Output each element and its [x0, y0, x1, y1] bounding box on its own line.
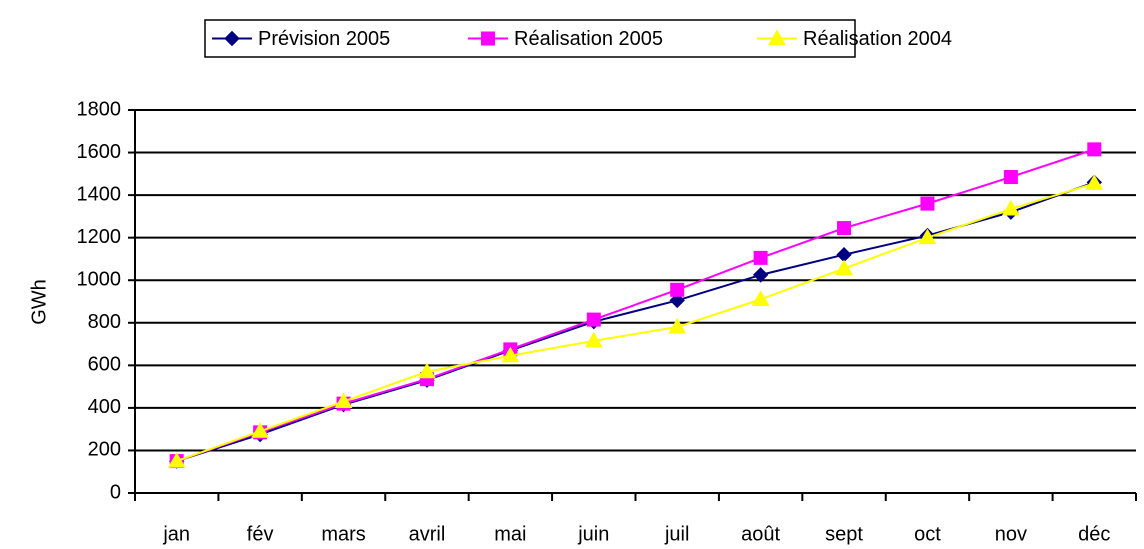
x-tick-label: juin	[577, 523, 609, 545]
data-point	[1085, 174, 1104, 190]
y-tick-label: 800	[88, 311, 121, 333]
x-tick-label: août	[741, 523, 780, 545]
legend-label: Réalisation 2005	[514, 28, 663, 50]
data-point	[501, 346, 520, 363]
series-line	[176, 181, 1095, 463]
legend-marker	[481, 31, 495, 46]
data-point	[668, 318, 687, 334]
legend-label: Réalisation 2004	[803, 28, 952, 50]
x-tick-label: jan	[162, 523, 190, 545]
data-point	[751, 290, 770, 306]
data-point	[752, 267, 769, 283]
y-tick-label: 0	[110, 481, 121, 503]
data-point	[670, 282, 685, 297]
x-tick-label: avril	[409, 523, 446, 545]
y-tick-label: 1000	[77, 269, 122, 291]
data-point	[418, 362, 436, 379]
y-tick-label: 1400	[77, 183, 122, 205]
data-point	[1002, 199, 1020, 216]
data-point	[1003, 170, 1018, 185]
data-point	[334, 392, 353, 409]
x-tick-label: nov	[995, 523, 1027, 545]
x-tick-label: fév	[247, 523, 274, 545]
data-point	[1087, 142, 1102, 157]
data-point	[753, 250, 768, 265]
x-tick-label: mars	[321, 523, 365, 545]
data-point	[167, 452, 186, 468]
y-tick-label: 200	[88, 439, 121, 461]
data-point	[920, 196, 935, 211]
x-tick-label: mai	[494, 523, 526, 545]
data-point	[251, 422, 269, 438]
data-point	[835, 259, 853, 276]
x-tick-label: juil	[664, 523, 689, 545]
legend-box	[204, 19, 856, 58]
data-point	[837, 221, 852, 236]
x-tick-label: oct	[914, 523, 941, 545]
legend-marker	[224, 30, 240, 47]
x-tick-label: sept	[825, 523, 863, 545]
y-tick-label: 1600	[77, 141, 122, 163]
x-tick-label: déc	[1078, 523, 1110, 545]
y-tick-label: 400	[88, 396, 121, 418]
y-tick-label: 1200	[77, 226, 122, 248]
y-tick-label: 1800	[77, 98, 122, 120]
data-point	[584, 331, 603, 348]
legend-label: Prévision 2005	[258, 28, 390, 50]
data-point	[918, 228, 937, 245]
legend-marker	[768, 29, 786, 45]
series-line	[176, 148, 1095, 463]
y-axis-label: GWh	[28, 279, 50, 325]
series-line	[176, 182, 1095, 463]
y-tick-label: 600	[88, 354, 121, 376]
data-point	[586, 312, 601, 327]
data-point	[669, 292, 685, 309]
